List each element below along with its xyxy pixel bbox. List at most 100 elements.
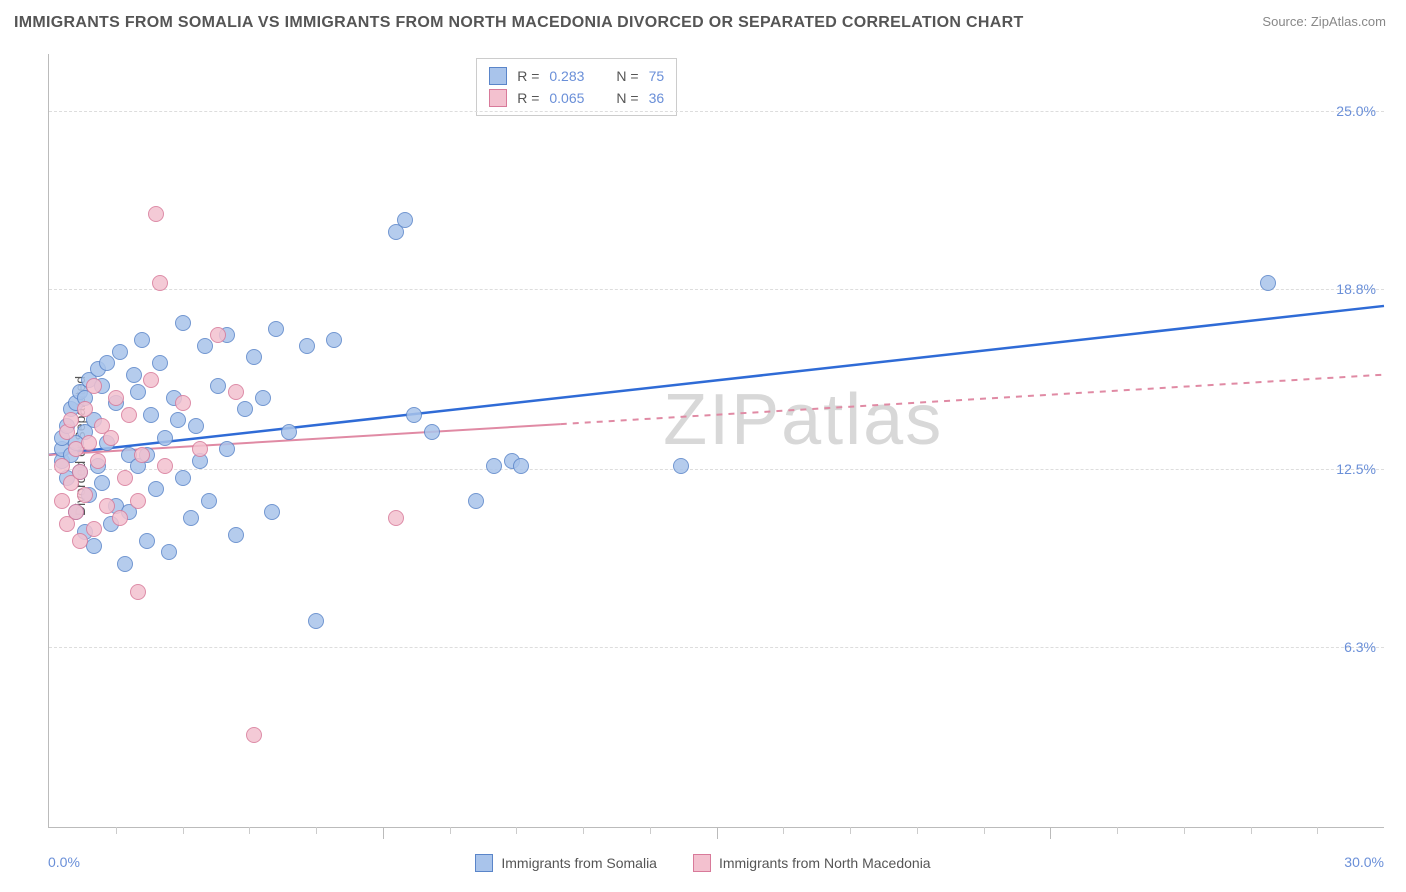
data-point — [228, 527, 244, 543]
n-label: N = — [616, 87, 638, 109]
data-point — [94, 475, 110, 491]
data-point — [255, 390, 271, 406]
data-point — [112, 510, 128, 526]
data-point — [219, 441, 235, 457]
legend-item-series-a: Immigrants from Somalia — [475, 854, 657, 872]
data-point — [126, 367, 142, 383]
x-tick-minor — [917, 827, 918, 834]
x-tick-minor — [783, 827, 784, 834]
data-point — [86, 378, 102, 394]
data-point — [130, 384, 146, 400]
watermark-text: ZIPatlas — [663, 379, 943, 461]
data-point — [121, 407, 137, 423]
gridline — [49, 469, 1384, 470]
legend-swatch-a — [475, 854, 493, 872]
data-point — [143, 407, 159, 423]
data-point — [228, 384, 244, 400]
data-point — [81, 435, 97, 451]
data-point — [103, 430, 119, 446]
x-tick-minor — [1117, 827, 1118, 834]
data-point — [268, 321, 284, 337]
data-point — [246, 349, 262, 365]
gridline — [49, 289, 1384, 290]
plot-area: ZIPatlas R = 0.283N = 75R = 0.065N = 36 … — [48, 54, 1384, 828]
data-point — [237, 401, 253, 417]
data-point — [99, 498, 115, 514]
x-tick-minor — [984, 827, 985, 834]
x-tick-minor — [650, 827, 651, 834]
x-tick-minor — [850, 827, 851, 834]
data-point — [68, 504, 84, 520]
r-value: 0.283 — [549, 65, 584, 87]
data-point — [117, 470, 133, 486]
data-point — [72, 464, 88, 480]
data-point — [157, 458, 173, 474]
x-tick-minor — [1317, 827, 1318, 834]
data-point — [210, 378, 226, 394]
legend-item-series-b: Immigrants from North Macedonia — [693, 854, 931, 872]
y-tick-label: 25.0% — [1336, 103, 1376, 119]
chart-title: IMMIGRANTS FROM SOMALIA VS IMMIGRANTS FR… — [14, 14, 1024, 32]
correlation-legend-row: R = 0.065 N = 36 — [489, 87, 664, 109]
data-point — [201, 493, 217, 509]
data-point — [77, 487, 93, 503]
legend-swatch — [489, 89, 507, 107]
data-point — [1260, 275, 1276, 291]
data-point — [139, 533, 155, 549]
data-point — [486, 458, 502, 474]
data-point — [192, 441, 208, 457]
x-tick-minor — [116, 827, 117, 834]
data-point — [63, 412, 79, 428]
data-point — [54, 458, 70, 474]
data-point — [673, 458, 689, 474]
data-point — [99, 355, 115, 371]
data-point — [117, 556, 133, 572]
data-point — [188, 418, 204, 434]
y-tick-label: 12.5% — [1336, 461, 1376, 477]
y-tick-label: 6.3% — [1344, 639, 1376, 655]
r-label: R = — [517, 65, 539, 87]
gridline — [49, 647, 1384, 648]
data-point — [143, 372, 159, 388]
data-point — [246, 727, 262, 743]
data-point — [130, 584, 146, 600]
data-point — [72, 533, 88, 549]
data-point — [77, 401, 93, 417]
data-point — [175, 470, 191, 486]
correlation-legend-row: R = 0.283N = 75 — [489, 65, 664, 87]
legend-label-b: Immigrants from North Macedonia — [719, 855, 931, 871]
data-point — [175, 315, 191, 331]
data-point — [134, 332, 150, 348]
data-point — [264, 504, 280, 520]
legend-label-a: Immigrants from Somalia — [501, 855, 657, 871]
r-value: 0.065 — [549, 87, 584, 109]
data-point — [388, 510, 404, 526]
x-tick-minor — [516, 827, 517, 834]
x-tick-major — [1050, 827, 1051, 839]
data-point — [281, 424, 297, 440]
data-point — [152, 355, 168, 371]
source-attribution: Source: ZipAtlas.com — [1262, 14, 1386, 29]
data-point — [197, 338, 213, 354]
data-point — [148, 206, 164, 222]
correlation-legend: R = 0.283N = 75R = 0.065 N = 36 — [476, 58, 677, 116]
x-tick-minor — [183, 827, 184, 834]
data-point — [170, 412, 186, 428]
data-point — [299, 338, 315, 354]
data-point — [108, 390, 124, 406]
gridline — [49, 111, 1384, 112]
data-point — [183, 510, 199, 526]
data-point — [112, 344, 128, 360]
r-label: R = — [517, 87, 539, 109]
n-value: 75 — [649, 65, 665, 87]
trend-line — [49, 306, 1384, 455]
y-tick-label: 18.8% — [1336, 281, 1376, 297]
data-point — [175, 395, 191, 411]
x-tick-minor — [583, 827, 584, 834]
data-point — [152, 275, 168, 291]
x-tick-major — [383, 827, 384, 839]
n-value: 36 — [649, 87, 665, 109]
legend-swatch — [489, 67, 507, 85]
series-legend: Immigrants from Somalia Immigrants from … — [0, 854, 1406, 872]
data-point — [397, 212, 413, 228]
